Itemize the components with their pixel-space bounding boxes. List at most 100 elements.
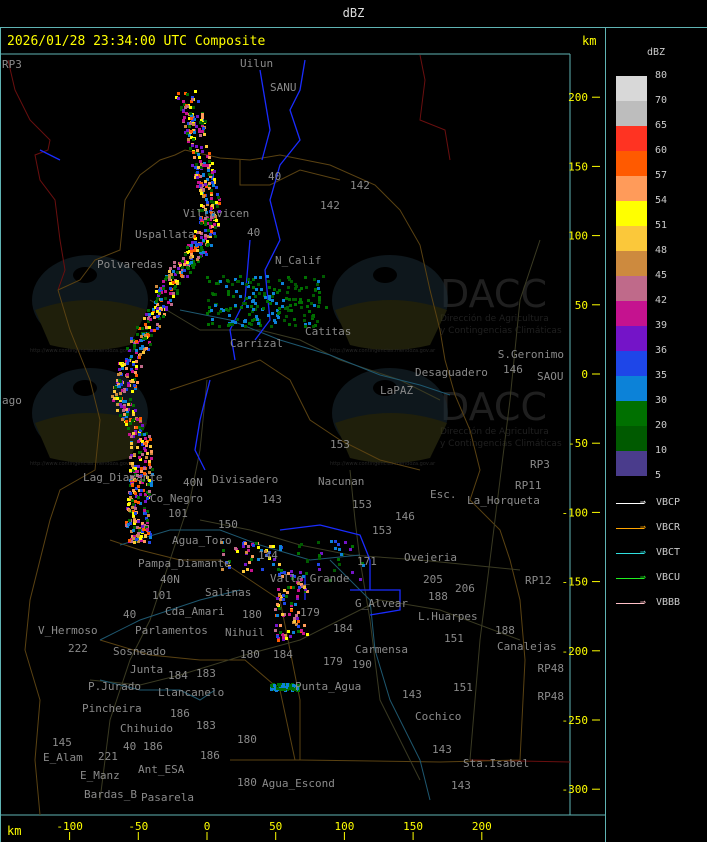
echo-pixel bbox=[135, 365, 138, 368]
echo-pixel bbox=[137, 440, 140, 443]
echo-pixel bbox=[196, 171, 199, 174]
echo-pixel bbox=[351, 545, 354, 548]
echo-pixel bbox=[168, 278, 171, 281]
echo-pixel bbox=[119, 362, 122, 365]
echo-pixel bbox=[134, 473, 137, 476]
echo-pixel bbox=[145, 526, 148, 529]
echo-pixel bbox=[151, 312, 154, 315]
echo-pixel bbox=[169, 267, 172, 270]
echo-pixel bbox=[186, 261, 189, 264]
echo-pixel bbox=[292, 684, 295, 687]
echo-pixel bbox=[296, 687, 299, 690]
echo-pixel bbox=[193, 118, 196, 121]
echo-pixel bbox=[213, 223, 216, 226]
radar-legend-vbbb: ⇒ VBBB bbox=[616, 597, 706, 611]
echo-pixel bbox=[143, 433, 146, 436]
echo-pixel bbox=[149, 343, 152, 346]
echo-pixel bbox=[200, 236, 203, 239]
watermark-line1: Dirección de Agricultura bbox=[440, 313, 549, 324]
echo-pixel bbox=[239, 275, 242, 278]
legend-swatch-65 bbox=[616, 126, 647, 151]
map-label: 190 bbox=[352, 658, 372, 671]
echo-pixel bbox=[147, 348, 150, 351]
echo-pixel bbox=[195, 163, 198, 166]
echo-pixel bbox=[149, 533, 152, 536]
echo-pixel bbox=[197, 181, 200, 184]
echo-pixel bbox=[214, 226, 217, 229]
echo-pixel bbox=[313, 278, 316, 281]
echo-pixel bbox=[290, 280, 293, 283]
echo-pixel bbox=[130, 355, 133, 358]
echo-pixel bbox=[225, 285, 228, 288]
echo-pixel bbox=[271, 299, 274, 302]
echo-pixel bbox=[268, 298, 271, 301]
legend-swatch-48 bbox=[616, 251, 647, 276]
echo-pixel bbox=[139, 475, 142, 478]
echo-pixel bbox=[156, 310, 159, 313]
echo-pixel bbox=[191, 164, 194, 167]
echo-pixel bbox=[137, 496, 140, 499]
department-border bbox=[109, 539, 301, 760]
echo-pixel bbox=[163, 313, 166, 316]
legend-swatch-36 bbox=[616, 351, 647, 376]
echo-pixel bbox=[127, 427, 130, 430]
y-tick-label: -250 bbox=[562, 714, 589, 727]
echo-pixel bbox=[196, 231, 199, 234]
echo-pixel bbox=[212, 213, 215, 216]
legend-unit: dBZ bbox=[647, 47, 666, 58]
echo-pixel bbox=[278, 311, 281, 314]
echo-pixel bbox=[124, 400, 127, 403]
echo-pixel bbox=[194, 176, 197, 179]
echo-pixel bbox=[143, 348, 146, 351]
echo-pixel bbox=[155, 300, 158, 303]
echo-pixel bbox=[317, 305, 320, 308]
map-label: Villavicen bbox=[183, 207, 249, 220]
echo-pixel bbox=[208, 164, 211, 167]
echo-pixel bbox=[268, 286, 271, 289]
echo-pixel bbox=[176, 289, 179, 292]
echo-pixel bbox=[291, 577, 294, 580]
echo-pixel bbox=[188, 117, 191, 120]
map-label: RP48 bbox=[538, 662, 565, 675]
echo-pixel bbox=[128, 349, 131, 352]
radar-name: VBCP bbox=[656, 497, 681, 508]
echo-pixel bbox=[252, 308, 255, 311]
echo-pixel bbox=[263, 292, 266, 295]
echo-pixel bbox=[281, 305, 284, 308]
legend-swatch-70 bbox=[616, 101, 647, 126]
echo-pixel bbox=[173, 265, 176, 268]
echo-pixel bbox=[288, 278, 291, 281]
echo-pixel bbox=[123, 390, 126, 393]
echo-pixel bbox=[158, 307, 161, 310]
map-label: RP48 bbox=[538, 690, 565, 703]
echo-pixel bbox=[283, 319, 286, 322]
echo-pixel bbox=[211, 162, 214, 165]
radar-legend-vbct: ⇒ VBCT bbox=[616, 547, 706, 561]
echo-pixel bbox=[148, 541, 151, 544]
echo-pixel bbox=[318, 301, 321, 304]
echo-pixel bbox=[202, 195, 205, 198]
echo-pixel bbox=[208, 182, 211, 185]
echo-pixel bbox=[316, 320, 319, 323]
echo-pixel bbox=[282, 636, 285, 639]
echo-pixel bbox=[160, 298, 163, 301]
map-label: SAOU bbox=[537, 370, 564, 383]
echo-pixel bbox=[258, 292, 261, 295]
echo-pixel bbox=[141, 525, 144, 528]
echo-pixel bbox=[204, 237, 207, 240]
echo-pixel bbox=[304, 323, 307, 326]
echo-pixel bbox=[316, 283, 319, 286]
echo-pixel bbox=[284, 634, 287, 637]
echo-pixel bbox=[152, 308, 155, 311]
echo-pixel bbox=[210, 193, 213, 196]
x-tick-label: 100 bbox=[334, 820, 354, 833]
echo-pixel bbox=[311, 317, 314, 320]
map-label: Carmensa bbox=[355, 643, 408, 656]
echo-pixel bbox=[126, 410, 129, 413]
echo-pixel bbox=[125, 524, 128, 527]
echo-pixel bbox=[192, 151, 195, 154]
echo-pixel bbox=[125, 408, 128, 411]
echo-pixel bbox=[218, 210, 221, 213]
echo-pixel bbox=[116, 403, 119, 406]
